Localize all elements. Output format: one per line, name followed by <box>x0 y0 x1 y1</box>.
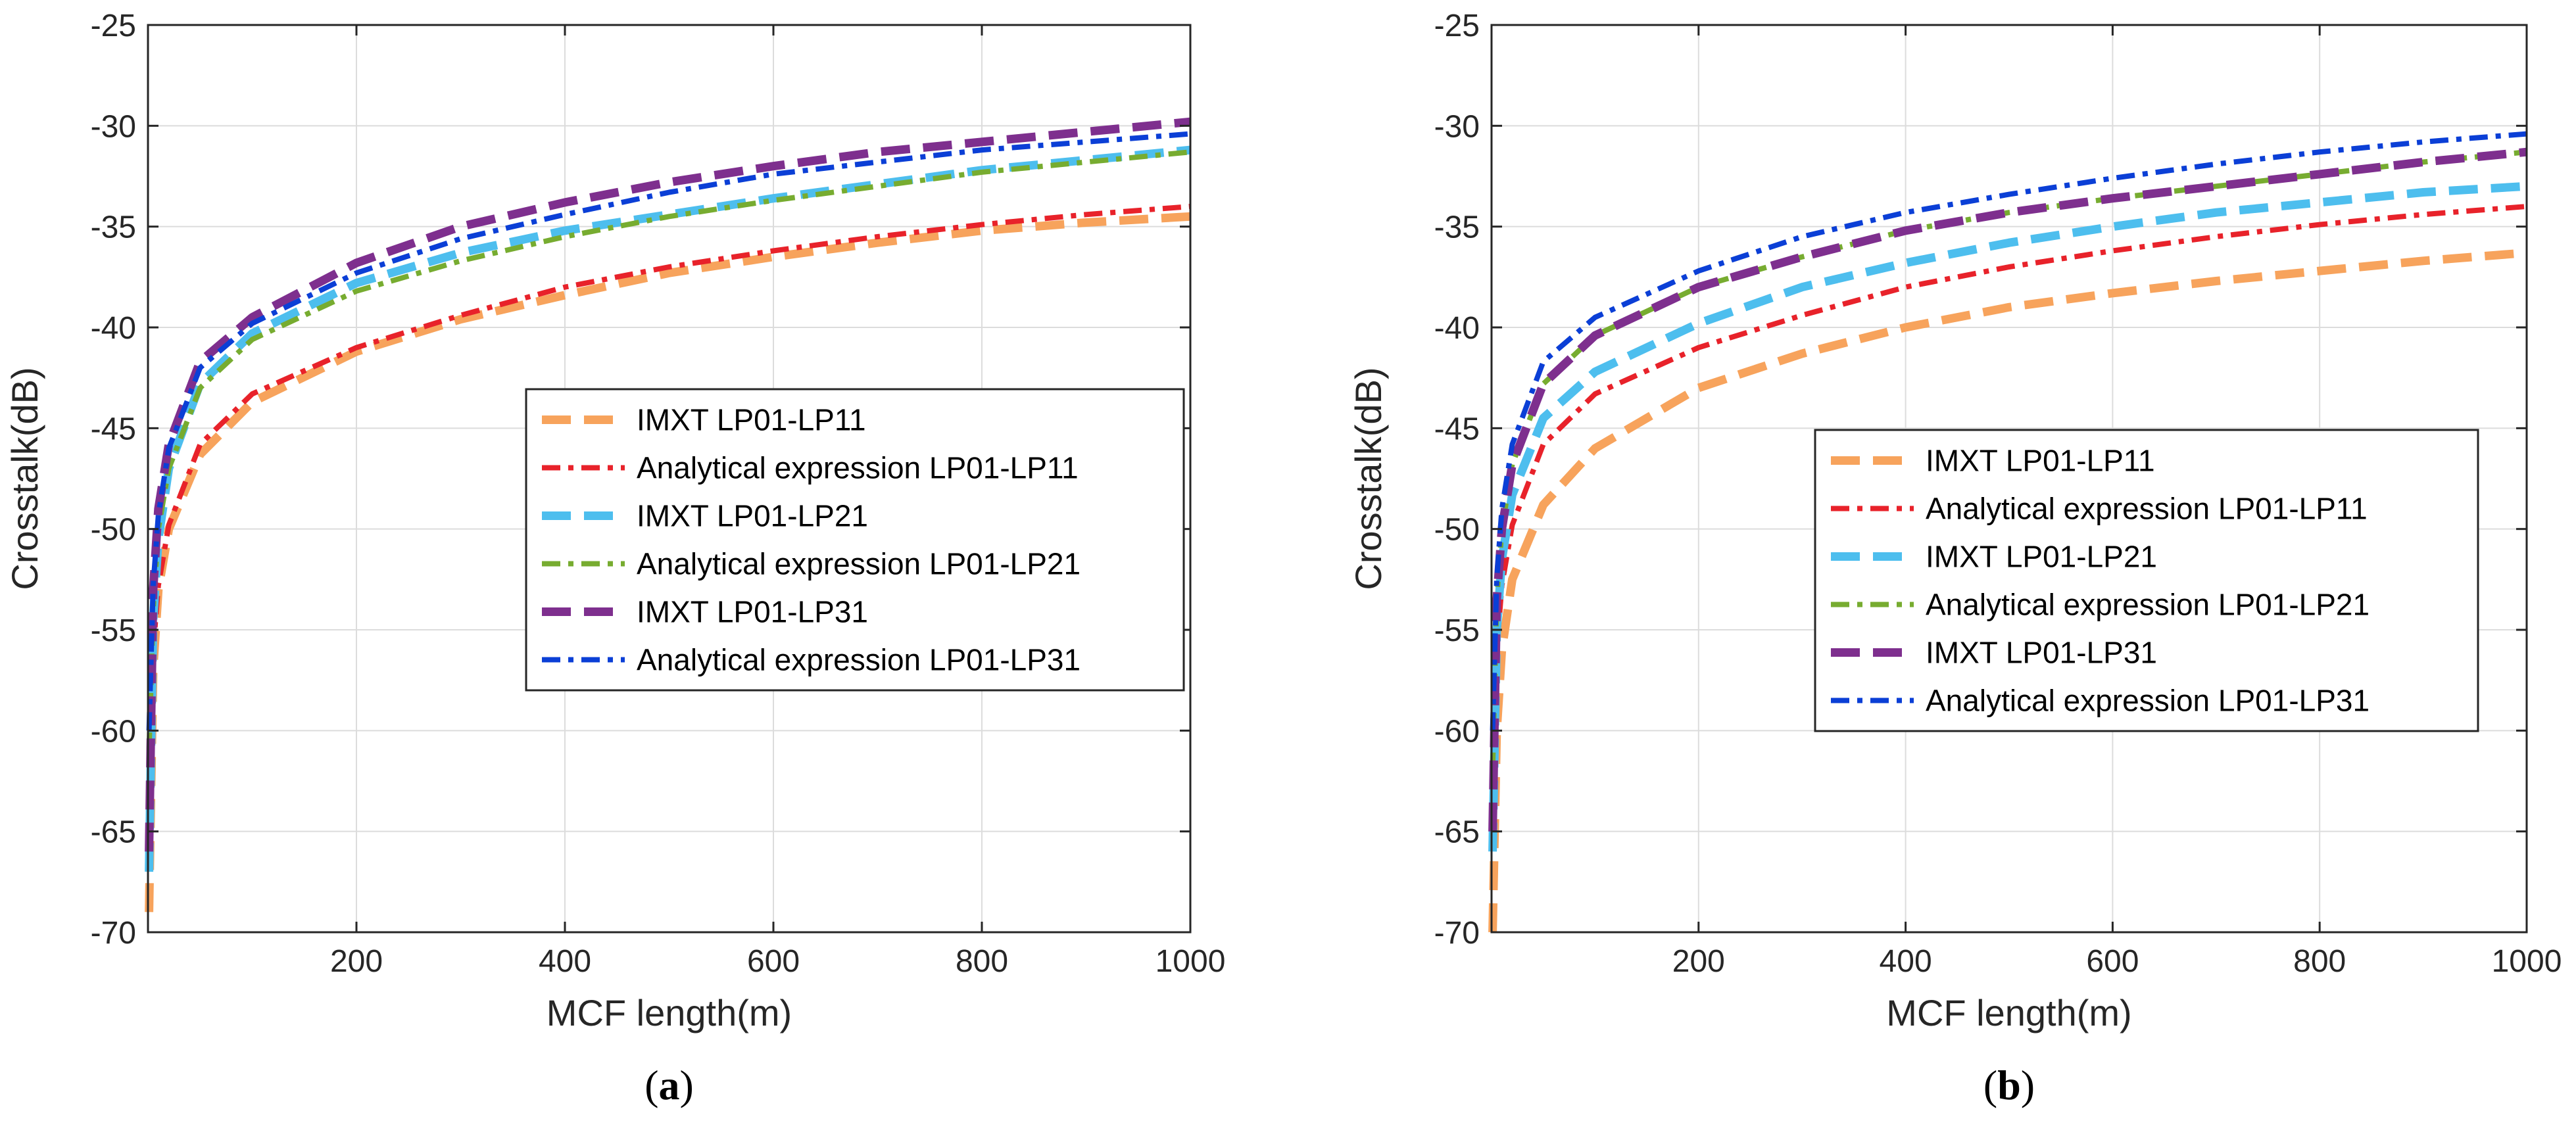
y-tick-label: -55 <box>1434 613 1480 648</box>
y-tick-label: -40 <box>1434 311 1480 346</box>
x-axis-label: MCF length(m) <box>547 992 792 1033</box>
y-tick-label: -60 <box>1434 714 1480 749</box>
legend-label-5: IMXT LP01-LP31 <box>637 595 868 629</box>
legend-label-6: Analytical expression LP01-LP31 <box>637 643 1081 677</box>
axes-box <box>147 24 1192 934</box>
x-axis-label: MCF length(m) <box>1886 992 2131 1033</box>
series-line-6 <box>146 131 1191 731</box>
x-tick-label: 200 <box>330 944 383 979</box>
panel-label-close: ) <box>2021 1062 2035 1108</box>
legend-label-4: Analytical expression LP01-LP21 <box>637 547 1081 581</box>
x-tick-label: 200 <box>1672 944 1725 979</box>
legend-box <box>1814 429 2479 732</box>
y-tick-label: -30 <box>1434 109 1480 144</box>
legend-label-2: Analytical expression LP01-LP11 <box>637 451 1079 485</box>
series-line-4 <box>1490 149 2527 771</box>
series-line-2 <box>146 204 1191 812</box>
axes-box <box>1490 24 2528 934</box>
legend: IMXT LP01-LP11 Analytical expression LP01… <box>1814 429 2479 732</box>
y-tick-label: -65 <box>91 815 136 850</box>
panel-label-open: ( <box>1983 1062 1997 1108</box>
panel-label: (b) <box>1983 1062 2035 1108</box>
panel-label-letter: a <box>659 1062 680 1108</box>
y-tick-label: -70 <box>91 916 136 951</box>
panel-label-open: ( <box>644 1062 658 1108</box>
legend-label-2: Analytical expression LP01-LP11 <box>1926 492 2368 526</box>
y-tick-label: -35 <box>91 210 136 245</box>
y-tick-label: -60 <box>91 714 136 749</box>
x-tick-label: 1000 <box>1155 944 1226 979</box>
x-tick-label: 400 <box>539 944 591 979</box>
y-tick-label: -55 <box>91 613 136 648</box>
legend-box <box>525 388 1185 692</box>
x-tick-label: 800 <box>956 944 1008 979</box>
chart-panel-b: 200 400 600 800 1000 -25 -30 -35 -40 -45 -50 -55 -60… <box>1348 9 2562 1108</box>
y-tick-label: -35 <box>1434 210 1480 245</box>
y-tick-label: -40 <box>91 311 136 346</box>
x-tick-label: 600 <box>2086 944 2139 979</box>
panel-label-letter: b <box>1997 1062 2021 1108</box>
legend-label-3: IMXT LP01-LP21 <box>1926 540 2157 574</box>
series-line-3 <box>1488 181 2527 852</box>
y-tick-label: -25 <box>1434 9 1480 43</box>
y-tick-label: -65 <box>1434 815 1480 850</box>
panel-label: (a) <box>644 1062 694 1108</box>
y-tick-label: -50 <box>91 513 136 548</box>
y-axis-label: Crosstalk(dB) <box>1348 367 1389 590</box>
panel-label-close: ) <box>680 1062 694 1108</box>
legend-label-1: IMXT LP01-LP11 <box>637 403 866 437</box>
y-tick-label: -25 <box>91 9 136 43</box>
y-tick-label: -45 <box>91 412 136 446</box>
x-tick-label: 1000 <box>2492 944 2562 979</box>
series-line-6 <box>1490 131 2527 731</box>
x-tick-label: 800 <box>2293 944 2346 979</box>
y-tick-label: -70 <box>1434 916 1480 951</box>
y-tick-label: -50 <box>1434 513 1480 548</box>
series-line-5 <box>1488 147 2527 832</box>
legend-label-5: IMXT LP01-LP31 <box>1926 636 2157 670</box>
legend-label-4: Analytical expression LP01-LP21 <box>1926 588 2369 622</box>
legend-label-1: IMXT LP01-LP11 <box>1926 444 2155 478</box>
series-line-2 <box>1490 204 2527 812</box>
legend: IMXT LP01-LP11 Analytical expression LP01… <box>525 388 1185 692</box>
y-axis-label: Crosstalk(dB) <box>4 367 45 590</box>
legend-label-3: IMXT LP01-LP21 <box>637 499 868 533</box>
y-tick-label: -30 <box>91 109 136 144</box>
x-tick-label: 400 <box>1880 944 1932 979</box>
series-line-1 <box>1488 249 2527 933</box>
x-tick-label: 600 <box>747 944 800 979</box>
y-tick-label: -45 <box>1434 412 1480 446</box>
chart-panel-a: 200 400 600 800 1000 -25 -30 -35 -40 -45 -50 -55 -60… <box>4 9 1225 1108</box>
legend-label-6: Analytical expression LP01-LP31 <box>1926 684 2369 718</box>
